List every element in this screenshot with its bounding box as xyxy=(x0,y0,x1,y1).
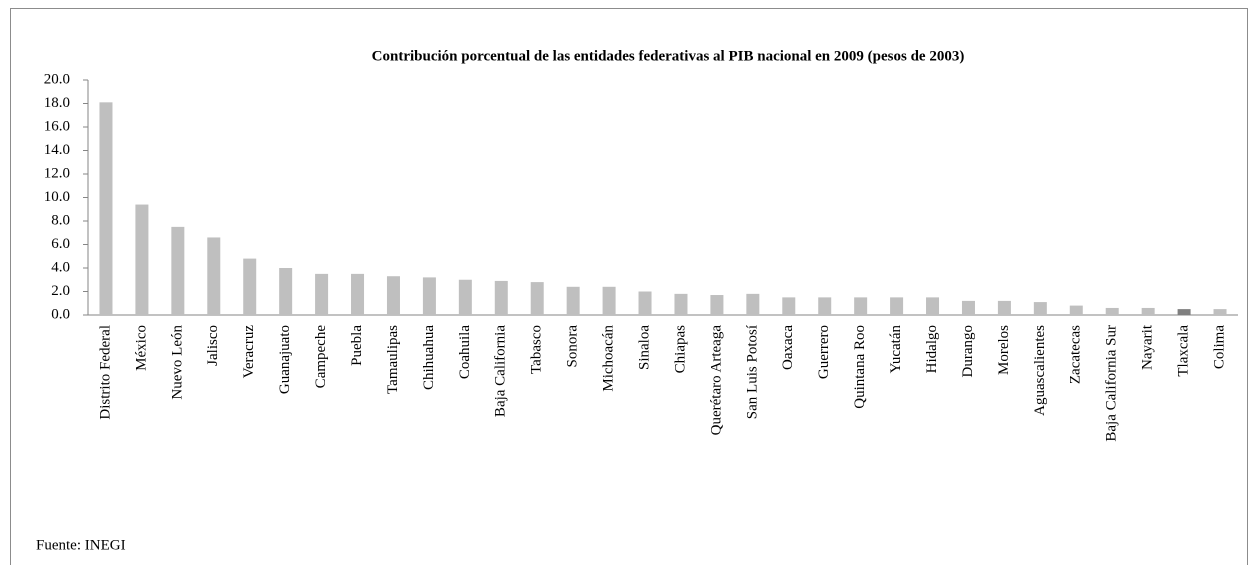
x-tick-label: Oaxaca xyxy=(780,325,796,370)
x-tick-label: Hidalgo xyxy=(924,325,940,373)
bar xyxy=(1105,307,1119,315)
bar xyxy=(99,102,113,315)
y-tick-label: 20.0 xyxy=(44,71,70,87)
bar xyxy=(854,297,868,315)
x-tick-label: Querétaro Arteaga xyxy=(708,325,724,436)
x-tick-label: Jalisco xyxy=(205,325,221,366)
x-tick-label: Puebla xyxy=(349,325,365,366)
x-tick-label: Distrito Federal xyxy=(97,325,113,420)
y-tick-label: 6.0 xyxy=(51,236,70,252)
bar xyxy=(171,226,185,315)
bar xyxy=(351,273,365,315)
x-tick-label: Yucatán xyxy=(888,325,904,374)
y-tick-label: 14.0 xyxy=(44,142,70,158)
x-tick-label: Chihuahua xyxy=(421,325,437,390)
x-tick-label: Baja California Sur xyxy=(1104,325,1120,442)
x-tick-label: Sonora xyxy=(565,325,581,368)
source-note: Fuente: INEGI xyxy=(36,537,126,553)
x-tick-label: Nuevo León xyxy=(169,325,185,400)
bar xyxy=(818,297,832,315)
y-tick-label: 18.0 xyxy=(44,95,70,111)
bar xyxy=(961,300,975,315)
x-tick-label: Guerrero xyxy=(816,325,832,379)
bar xyxy=(207,237,221,315)
x-tick-label: Coahuila xyxy=(457,325,473,379)
x-tick-label: Tabasco xyxy=(529,325,545,374)
x-tick-label: Baja California xyxy=(493,325,509,417)
y-tick-label: 2.0 xyxy=(51,283,70,299)
x-tick-label: Chiapas xyxy=(672,325,688,373)
y-tick-label: 0.0 xyxy=(51,306,70,322)
y-tick-label: 10.0 xyxy=(44,189,70,205)
bar xyxy=(782,297,796,315)
bar xyxy=(1141,307,1155,315)
x-tick-label: Tlaxcala xyxy=(1176,325,1192,377)
x-tick-label: Nayarit xyxy=(1140,324,1156,370)
bar xyxy=(746,293,760,315)
bar xyxy=(926,297,940,315)
x-tick-label: Durango xyxy=(960,325,976,378)
frame xyxy=(10,8,1248,565)
x-tick-label: San Luis Potosí xyxy=(744,325,760,419)
bar xyxy=(1069,305,1083,315)
bar xyxy=(386,276,400,315)
bar xyxy=(1177,309,1191,315)
chart-title: Contribución porcentual de las entidades… xyxy=(372,48,965,64)
bar xyxy=(890,297,904,315)
bar xyxy=(494,280,508,315)
bar xyxy=(315,273,329,315)
bar xyxy=(997,300,1011,315)
x-tick-label: Aguascalientes xyxy=(1032,325,1048,416)
y-tick-label: 12.0 xyxy=(44,165,70,181)
x-tick-label: Tamaulipas xyxy=(385,325,401,394)
bar xyxy=(566,286,580,315)
bar xyxy=(602,286,616,315)
x-tick-label: México xyxy=(133,325,149,371)
x-tick-label: Veracruz xyxy=(241,325,257,379)
x-tick-label: Morelos xyxy=(996,325,1012,375)
bar xyxy=(458,279,472,315)
bar xyxy=(1033,302,1047,315)
x-tick-label: Campeche xyxy=(313,325,329,389)
y-tick-label: 16.0 xyxy=(44,118,70,134)
x-tick-label: Guanajuato xyxy=(277,325,293,394)
bar xyxy=(710,295,724,315)
x-tick-label: Sinaloa xyxy=(636,325,652,370)
bar xyxy=(243,258,257,315)
x-tick-label: Michoacán xyxy=(601,325,617,392)
bar xyxy=(135,204,149,315)
bar xyxy=(422,277,436,315)
x-tick-label: Quintana Roo xyxy=(852,325,868,409)
bar xyxy=(638,291,652,315)
bar xyxy=(279,268,293,315)
bar xyxy=(1213,309,1227,315)
bar xyxy=(674,293,688,315)
x-tick-label: Colima xyxy=(1211,325,1227,370)
y-tick-label: 4.0 xyxy=(51,259,70,275)
y-tick-label: 8.0 xyxy=(51,212,70,228)
x-tick-label: Zacatecas xyxy=(1068,325,1084,384)
bar xyxy=(530,282,544,315)
